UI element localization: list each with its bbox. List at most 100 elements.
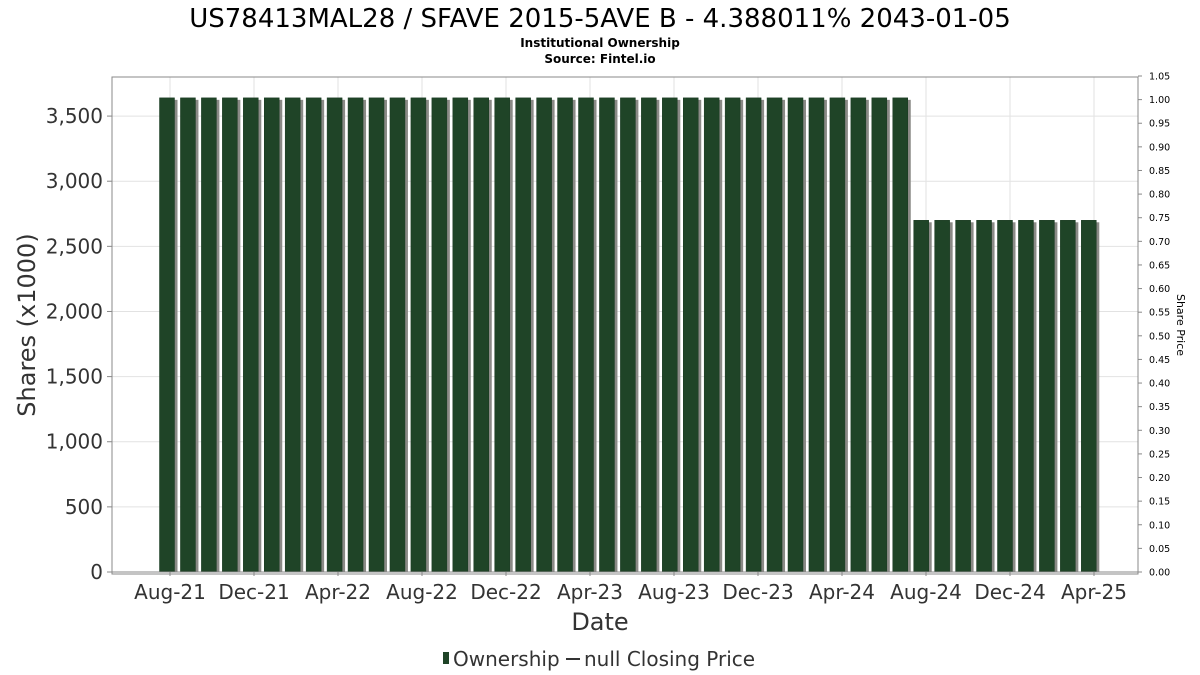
x-tick-label: Apr-25 [1061,580,1127,604]
ownership-bar [389,97,406,573]
ownership-bar [264,97,280,573]
ownership-bar [180,97,196,573]
right-tick-label: 0.65 [1149,260,1170,271]
right-axis-title: Share Price [1174,294,1187,356]
right-tick-label: 1.00 [1149,95,1170,106]
ownership-bar [703,97,720,573]
legend: Ownership null Closing Price [443,647,755,671]
ownership-bar [892,97,908,573]
ownership-bar [410,97,427,573]
x-tick-label: Apr-22 [305,580,371,604]
ownership-bar [934,220,950,573]
right-tick-label: 0.40 [1149,379,1170,390]
right-tick-label: 0.15 [1149,497,1170,508]
x-axis-ticks: Aug-21 Dec-21 Apr-22 Aug-22 Dec-22 Apr-23 Aug-… [112,571,1138,604]
right-tick-label: 0.30 [1149,426,1170,437]
y-tick-label: 500 [65,495,103,519]
ownership-bar [829,97,846,573]
right-tick-label: 0.80 [1149,190,1170,201]
ownership-bar [997,220,1013,573]
ownership-bars [159,97,1100,573]
left-axis-ticks: 0 500 1,000 1,500 2,000 2,500 3,000 3,500 [46,104,112,584]
ownership-bar [745,97,762,573]
ownership-bar [515,97,531,573]
x-tick-label: Aug-24 [890,580,962,604]
y-tick-label: 0 [90,560,103,584]
ownership-bar [766,97,783,573]
ownership-bar [1039,220,1055,573]
right-tick-label: 0.20 [1149,473,1170,484]
ownership-bar [1060,220,1076,573]
right-tick-label: 0.45 [1149,355,1170,366]
ownership-bar [1018,220,1034,573]
ownership-bar [955,220,971,573]
y-axis-title: Shares (x1000) [13,233,41,416]
ownership-bar [326,97,343,573]
right-tick-label: 0.50 [1149,331,1170,342]
ownership-bar [976,220,992,573]
y-tick-label: 1,000 [46,430,103,454]
ownership-bar [159,97,175,573]
x-tick-label: Aug-21 [134,580,206,604]
right-tick-label: 0.95 [1149,119,1170,130]
ownership-bar [536,97,552,573]
x-tick-label: Dec-22 [470,580,541,604]
right-tick-label: 1.05 [1149,72,1170,83]
ownership-bar [473,97,489,573]
right-tick-label: 0.90 [1149,142,1170,153]
legend-ownership-label: Ownership [453,647,560,671]
ownership-bar [871,97,888,573]
x-axis-title: Date [571,608,628,636]
right-tick-label: 0.05 [1149,544,1170,555]
ownership-bar [201,97,217,573]
x-tick-label: Aug-23 [638,580,710,604]
ownership-bar [347,97,364,573]
chart-subtitle-2: Source: Fintel.io [544,52,655,66]
plot-area [111,76,1139,575]
ownership-bar [284,97,301,573]
y-tick-label: 3,000 [46,169,103,193]
right-tick-label: 0.25 [1149,449,1170,460]
right-tick-label: 0.35 [1149,402,1170,413]
legend-ownership-swatch [443,652,449,664]
right-axis-ticks: 0.00 0.05 0.10 0.15 0.20 0.25 0.30 0.35 0.40 0.45… [1138,72,1170,579]
y-tick-label: 2,500 [46,234,103,258]
right-tick-label: 0.70 [1149,237,1170,248]
x-tick-label: Dec-24 [974,580,1045,604]
ownership-bar [557,97,573,573]
chart-subtitle-1: Institutional Ownership [520,36,680,50]
y-tick-label: 3,500 [46,104,103,128]
right-tick-label: 0.75 [1149,213,1170,224]
ownership-bar [787,97,804,573]
ownership-bar [599,97,615,573]
right-tick-label: 0.60 [1149,284,1170,295]
ownership-bar [641,97,657,573]
ownership-bar [913,220,929,573]
ownership-bar [683,97,699,573]
ownership-bar [850,97,867,573]
x-tick-label: Aug-22 [386,580,458,604]
y-tick-label: 2,000 [46,299,103,323]
ownership-bar [808,97,825,573]
ownership-bar [494,97,510,573]
ownership-bar [368,97,385,573]
x-tick-label: Apr-24 [809,580,875,604]
ownership-bar [222,97,238,573]
x-tick-label: Dec-23 [722,580,793,604]
right-tick-label: 0.10 [1149,520,1170,531]
right-tick-label: 0.85 [1149,166,1170,177]
right-tick-label: 0.55 [1149,308,1170,319]
ownership-bar [578,97,594,573]
ownership-bar [662,97,678,573]
ownership-bar [243,97,259,573]
ownership-bar [452,97,469,573]
right-tick-label: 0.00 [1149,568,1170,579]
legend-price-label: null Closing Price [584,647,755,671]
ownership-bar [1081,220,1097,573]
x-tick-label: Dec-21 [218,580,289,604]
x-tick-label: Apr-23 [557,580,623,604]
y-tick-label: 1,500 [46,365,103,389]
ownership-bar [431,97,448,573]
ownership-bar [305,97,322,573]
